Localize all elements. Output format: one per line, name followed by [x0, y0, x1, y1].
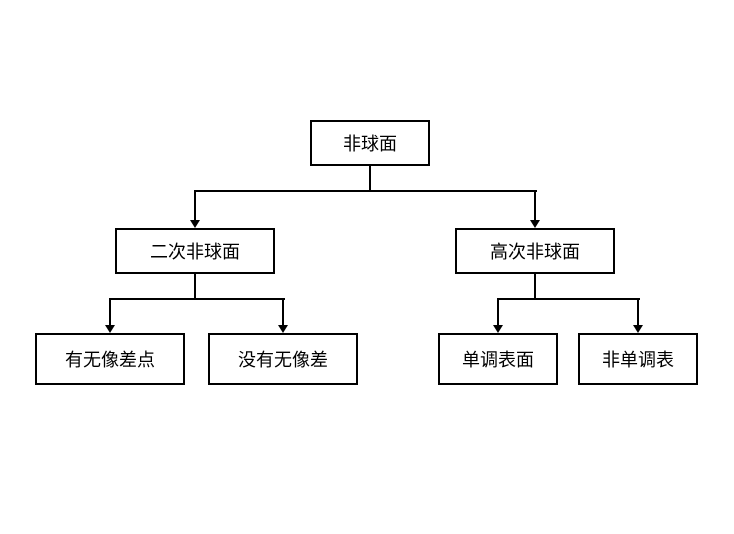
node-rl: 单调表面 — [438, 333, 558, 385]
arrow-rr — [633, 325, 643, 333]
edge-root-down — [369, 166, 371, 190]
edge-left-hbar — [110, 298, 285, 300]
edge-to-rl — [497, 298, 499, 325]
arrow-right — [530, 220, 540, 228]
edge-to-ll — [109, 298, 111, 325]
node-left: 二次非球面 — [115, 228, 275, 274]
node-right: 高次非球面 — [455, 228, 615, 274]
arrow-lr — [278, 325, 288, 333]
edge-to-right — [534, 190, 536, 220]
node-rr: 非单调表 — [578, 333, 698, 385]
arrow-left — [190, 220, 200, 228]
arrow-rl — [493, 325, 503, 333]
edge-right-hbar — [498, 298, 640, 300]
edge-right-down — [534, 274, 536, 298]
edge-to-rr — [637, 298, 639, 325]
arrow-ll — [105, 325, 115, 333]
edge-left-down — [194, 274, 196, 298]
node-root: 非球面 — [310, 120, 430, 166]
edge-root-hbar — [195, 190, 537, 192]
node-ll: 有无像差点 — [35, 333, 185, 385]
edge-to-lr — [282, 298, 284, 325]
edge-to-left — [194, 190, 196, 220]
node-lr: 没有无像差 — [208, 333, 358, 385]
